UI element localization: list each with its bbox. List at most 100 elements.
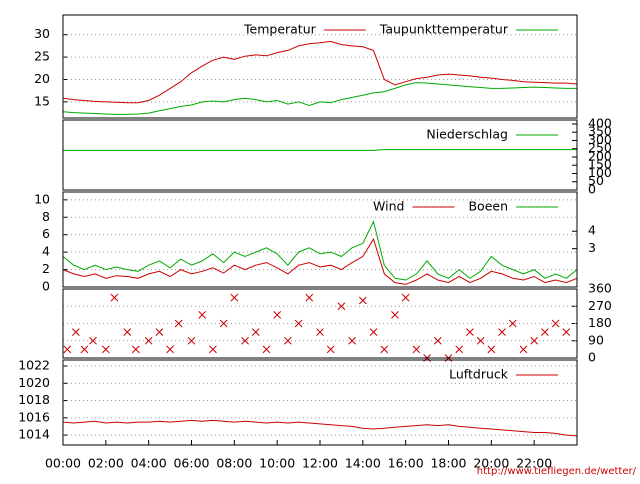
series-line	[62, 419, 578, 437]
series-line	[62, 220, 578, 281]
direction-point	[174, 319, 183, 328]
direction-point	[358, 296, 367, 305]
y-tick-label: 30	[34, 26, 50, 41]
direction-point	[198, 311, 207, 319]
y2-tick-label: 50	[588, 173, 604, 188]
y2-tick-label: 180	[588, 315, 612, 330]
panel-frame	[62, 359, 578, 446]
y-tick-label: 6	[42, 226, 50, 241]
y-tick-label: 1016	[18, 409, 50, 424]
direction-point	[455, 345, 464, 354]
direction-point	[155, 328, 164, 336]
y-tick-label: 10	[34, 191, 50, 206]
direction-point	[187, 336, 196, 345]
direction-point	[326, 345, 335, 354]
y-tick-label: 8	[42, 209, 50, 224]
direction-point	[89, 336, 97, 345]
direction-point	[305, 293, 314, 302]
direction-point	[241, 336, 249, 345]
y2-tick-label: 0	[588, 350, 596, 365]
legend-label: Niederschlag	[426, 127, 508, 142]
direction-point	[562, 328, 571, 336]
direction-point	[337, 302, 346, 311]
direction-point	[101, 345, 110, 354]
direction-point	[508, 319, 517, 328]
y2-tick-label: 360	[588, 281, 612, 296]
direction-point	[369, 328, 378, 336]
direction-point	[294, 319, 303, 328]
direction-point	[433, 336, 442, 345]
panel-frame	[62, 119, 578, 191]
direction-point	[519, 345, 528, 354]
legend-label: Taupunkttemperatur	[379, 22, 509, 37]
series-line	[62, 82, 577, 115]
y-tick-label: 15	[34, 93, 50, 108]
y2-tick-label: 4	[588, 223, 596, 238]
direction-point	[391, 311, 399, 319]
direction-point	[273, 311, 282, 319]
direction-point	[71, 328, 80, 336]
x-tick-label: 08:00	[216, 456, 252, 471]
series-line	[62, 237, 578, 285]
panel-frame	[62, 191, 578, 288]
x-tick-label: 00:00	[45, 456, 81, 471]
x-tick-label: 06:00	[173, 456, 209, 471]
footer-url: http://www.tiefliegen.de/wetter/	[477, 466, 637, 477]
direction-point	[209, 345, 217, 354]
panel-frame	[62, 14, 578, 119]
direction-point	[110, 293, 119, 302]
direction-point	[487, 345, 496, 354]
direction-point	[219, 319, 228, 328]
legend-label: Boeen	[468, 199, 508, 214]
direction-point	[131, 345, 140, 354]
x-tick-label: 02:00	[88, 456, 124, 471]
direction-point	[530, 336, 539, 345]
direction-point	[284, 336, 292, 345]
direction-point	[144, 336, 153, 345]
direction-point	[123, 328, 132, 336]
y2-tick-label: 150	[588, 157, 612, 172]
x-tick-label: 10:00	[259, 456, 295, 471]
y2-tick-label: 350	[588, 124, 612, 139]
x-tick-label: 12:00	[302, 456, 338, 471]
y2-tick-label: 100	[588, 165, 612, 180]
y2-tick-label: 3	[588, 240, 596, 255]
direction-point	[262, 345, 271, 354]
direction-point	[476, 336, 485, 345]
legend-label: Luftdruck	[449, 367, 509, 382]
legend-label: Wind	[373, 199, 404, 214]
x-tick-label: 18:00	[430, 456, 466, 471]
y2-tick-label: 200	[588, 148, 612, 163]
panel-frame	[62, 288, 578, 359]
series-line	[62, 40, 578, 104]
y2-tick-label: 300	[588, 132, 612, 147]
y-tick-label: 1014	[18, 427, 50, 442]
y2-tick-label: 270	[588, 298, 612, 313]
x-tick-label: 14:00	[345, 456, 381, 471]
y-tick-label: 0	[42, 279, 50, 294]
direction-point	[166, 345, 174, 354]
direction-point	[348, 336, 356, 345]
y-tick-label: 1018	[18, 392, 50, 407]
y-tick-label: 1020	[18, 375, 50, 390]
direction-point	[80, 345, 89, 354]
direction-point	[401, 293, 410, 302]
direction-point	[63, 345, 72, 354]
y2-tick-label: 0	[588, 182, 596, 197]
y-tick-label: 20	[34, 71, 50, 86]
direction-point	[230, 293, 239, 302]
x-tick-label: 16:00	[388, 456, 424, 471]
y2-tick-label: 90	[588, 332, 604, 347]
direction-point	[551, 319, 560, 328]
legend-label: Temperatur	[243, 22, 317, 37]
x-tick-label: 22:00	[516, 456, 552, 471]
y2-tick-label: 400	[588, 115, 612, 130]
direction-point	[251, 328, 260, 336]
direction-point	[380, 345, 389, 354]
y-tick-label: 4	[42, 244, 50, 259]
direction-point	[498, 328, 506, 336]
direction-point	[316, 328, 324, 336]
direction-point	[541, 328, 549, 336]
direction-point	[466, 328, 474, 336]
